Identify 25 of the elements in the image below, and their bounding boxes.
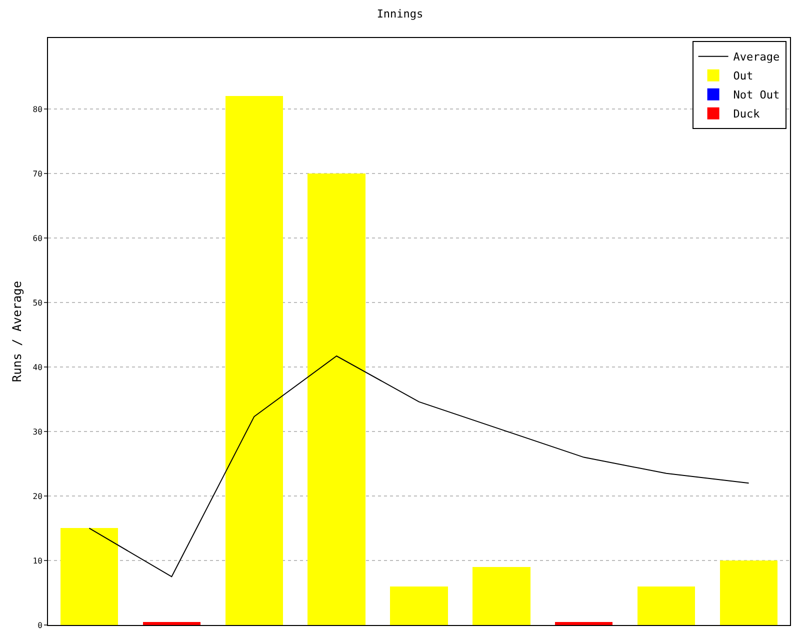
- y-tick-label: 60: [32, 234, 43, 243]
- bar: [60, 528, 118, 625]
- bar: [637, 586, 696, 625]
- bar: [142, 622, 201, 625]
- bar: [555, 622, 613, 625]
- legend-label: Not Out: [733, 88, 780, 102]
- chart-title: Innings: [376, 7, 424, 20]
- legend-label: Average: [733, 50, 780, 64]
- legend-label: Out: [733, 70, 754, 83]
- y-tick-label: 10: [32, 556, 43, 566]
- bar: [390, 586, 448, 625]
- bar: [472, 566, 530, 625]
- y-tick-label: 20: [32, 492, 43, 501]
- bar: [225, 96, 283, 625]
- y-tick-label: 80: [32, 104, 43, 114]
- y-axis-title: Runs / Average: [10, 280, 24, 382]
- y-tick-label: 40: [32, 362, 43, 372]
- line-series: [88, 356, 750, 578]
- y-tick-label: 50: [32, 298, 43, 308]
- y-tick-label: 70: [32, 169, 43, 178]
- y-tick-label: 30: [32, 427, 43, 436]
- legend-label: Duck: [733, 108, 760, 121]
- y-tick-label: 0: [38, 620, 43, 630]
- bar: [308, 173, 366, 625]
- bar: [720, 560, 778, 625]
